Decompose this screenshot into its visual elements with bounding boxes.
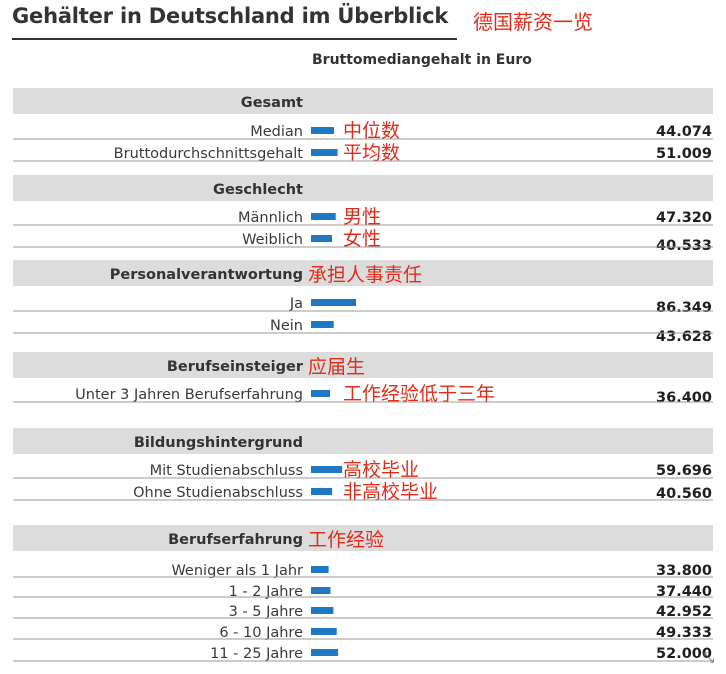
group-label: Geschlecht [213, 182, 303, 198]
group-band [13, 88, 713, 114]
row-label: 11 - 25 Jahre [210, 646, 303, 662]
title-underline [12, 38, 457, 40]
value-label: 37.440 [656, 584, 712, 600]
value-label: 47.320 [656, 210, 712, 226]
chart-subtitle: Bruttomediangehalt in Euro [312, 52, 532, 68]
row-annotation: 平均数 [343, 142, 400, 164]
row-annotation: 女性 [343, 228, 381, 250]
bar [311, 607, 334, 614]
bar [311, 299, 356, 306]
bar [311, 466, 343, 473]
row-annotation: 工作经验低于三年 [343, 383, 495, 405]
group-band [13, 352, 713, 378]
chart-title: Gehälter in Deutschland im Überblick [12, 4, 449, 28]
row-label: Mit Studienabschluss [150, 463, 303, 479]
row-annotation: 男性 [343, 206, 381, 228]
value-label: 40.560 [656, 486, 712, 502]
value-label: 33.800 [656, 563, 712, 579]
value-label: 59.696 [656, 463, 712, 479]
title-annotation: 德国薪资一览 [473, 10, 593, 34]
value-label: 40.533 [656, 238, 712, 254]
bar [311, 649, 339, 656]
row-label: Weniger als 1 Jahr [171, 563, 303, 579]
value-label: 43.628 [656, 329, 712, 345]
row-annotation: 高校毕业 [343, 459, 419, 481]
group-annotation: 承担人事责任 [308, 264, 422, 286]
row-label: 3 - 5 Jahre [229, 604, 304, 620]
group-label: Berufseinsteiger [167, 359, 304, 375]
row-label: Männlich [238, 210, 303, 226]
row-annotation: 非高校毕业 [343, 481, 438, 503]
value-label: 44.074 [656, 124, 712, 140]
group-band [13, 428, 713, 454]
bar [311, 149, 338, 156]
group-label: Berufserfahrung [168, 532, 303, 548]
group-label: Bildungshintergrund [134, 435, 303, 451]
group-annotation: 工作经验 [308, 529, 384, 551]
row-label: Bruttodurchschnittsgehalt [114, 146, 304, 162]
bar [311, 127, 334, 134]
value-label: 51.009 [656, 146, 712, 162]
bar [311, 587, 331, 594]
bar [311, 488, 333, 495]
row-label: Ohne Studienabschluss [133, 485, 303, 501]
bar [311, 213, 336, 220]
expand-icon[interactable]: ⤡ [703, 650, 715, 666]
group-label: Gesamt [241, 95, 303, 111]
row-annotation: 中位数 [343, 120, 400, 142]
group-band [13, 260, 713, 286]
bar [311, 390, 330, 397]
row-label: Nein [270, 318, 303, 334]
value-label: 86.349 [656, 300, 712, 316]
value-label: 52.000 [656, 646, 712, 662]
bar [311, 321, 334, 328]
row-label: 1 - 2 Jahre [229, 584, 304, 600]
row-label: Weiblich [242, 232, 303, 248]
group-band [13, 175, 713, 201]
group-annotation: 应届生 [308, 356, 365, 378]
value-label: 49.333 [656, 625, 712, 641]
bar [311, 235, 333, 242]
row-label: 6 - 10 Jahre [219, 625, 303, 641]
bar [311, 566, 329, 573]
group-label: Personalverantwortung [110, 267, 303, 283]
group-band [13, 525, 713, 551]
bar [311, 628, 337, 635]
row-label: Unter 3 Jahren Berufserfahrung [75, 387, 303, 403]
row-label: Ja [289, 296, 303, 312]
value-label: 36.400 [656, 390, 712, 406]
row-label: Median [250, 124, 303, 140]
value-label: 42.952 [656, 604, 712, 620]
